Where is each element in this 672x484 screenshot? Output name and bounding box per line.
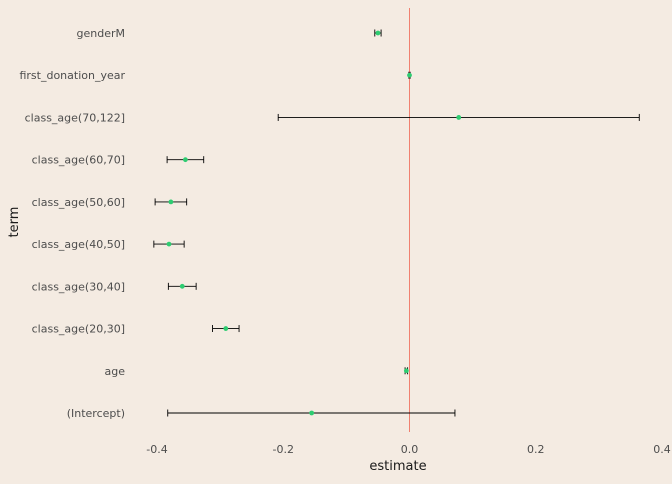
estimate-point (183, 157, 188, 163)
y-tick-label: (Intercept) (67, 407, 125, 420)
estimate-point (403, 368, 409, 374)
estimate-point (223, 326, 229, 331)
estimate-point (407, 72, 412, 78)
y-tick-label: class_age(70,122] (25, 111, 125, 124)
y-axis-tick-labels: genderM first_donation_year class_age(70,1… (19, 27, 125, 420)
point-layer (166, 30, 462, 416)
estimate-point (375, 30, 381, 36)
x-tick-label: 0.2 (527, 443, 545, 456)
x-tick-label: -0.2 (273, 443, 294, 456)
y-axis-title: term (7, 207, 22, 238)
estimate-point (168, 199, 174, 205)
x-tick-label: 0.0 (401, 443, 419, 456)
errorbar-layer (153, 29, 640, 417)
x-tick-label: -0.4 (146, 443, 167, 456)
y-tick-label: class_age(60,70] (32, 154, 125, 167)
estimate-point (456, 115, 462, 120)
y-tick-label: class_age(30,40] (32, 280, 125, 293)
estimate-point (179, 283, 185, 289)
estimate-point (166, 241, 172, 247)
y-tick-label: class_age(20,30] (32, 323, 125, 336)
y-tick-label: genderM (77, 27, 126, 40)
y-tick-label: class_age(40,50] (32, 238, 125, 251)
estimate-point (309, 410, 315, 416)
x-tick-label: 0.4 (653, 443, 671, 456)
x-axis-title: estimate (369, 459, 426, 474)
y-tick-label: age (105, 365, 126, 378)
x-axis-tick-labels: -0.4 -0.2 0.0 0.2 0.4 (146, 443, 670, 456)
y-tick-label: class_age(50,60] (32, 196, 125, 209)
y-tick-label: first_donation_year (19, 69, 125, 82)
